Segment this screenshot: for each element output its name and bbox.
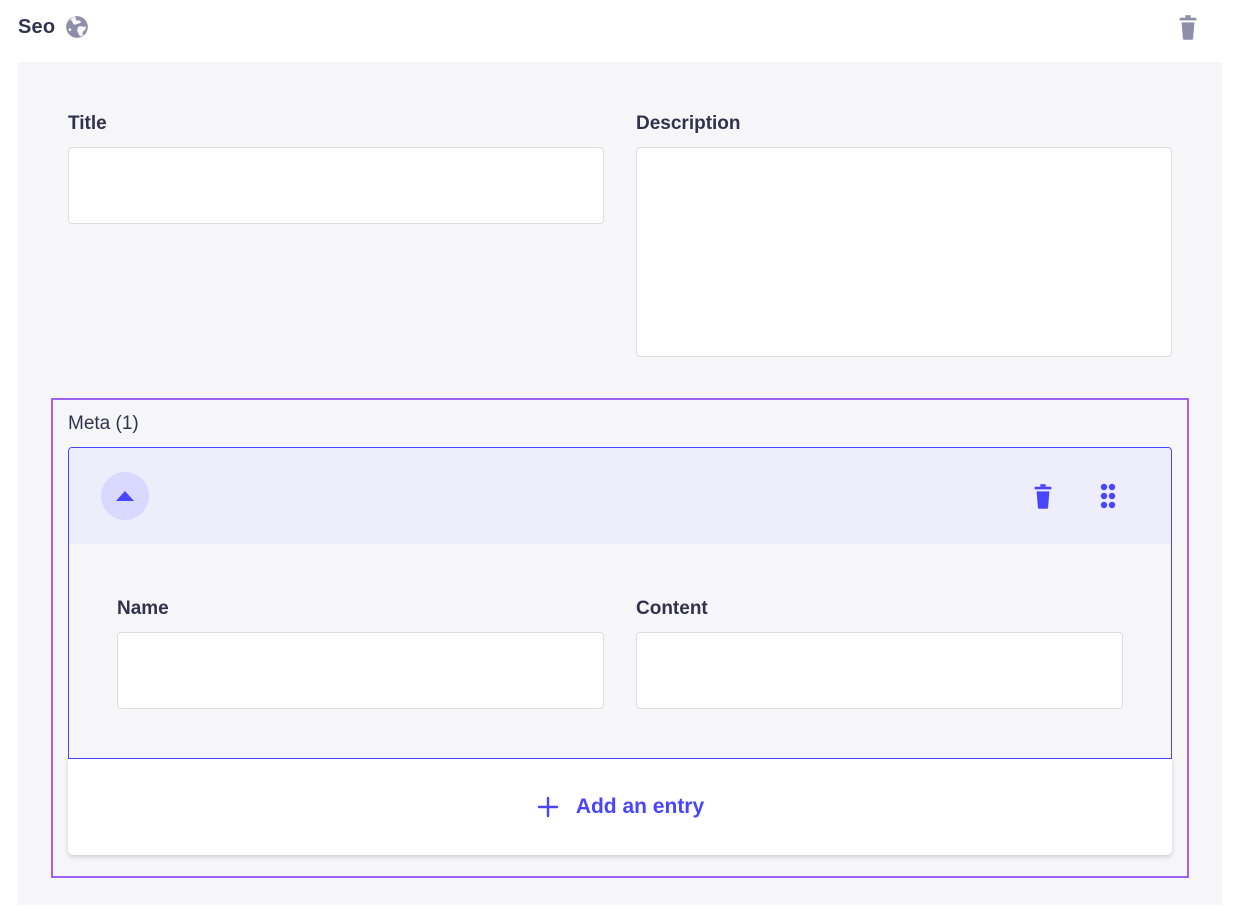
description-field: Description	[636, 112, 1172, 357]
collapse-entry-button[interactable]	[101, 472, 149, 520]
meta-entry-header[interactable]	[69, 448, 1171, 544]
meta-accordion-group: Name Content Add an en	[68, 447, 1172, 855]
drag-entry-handle[interactable]	[1097, 482, 1119, 510]
description-field-label: Description	[636, 113, 741, 134]
title-input[interactable]	[68, 147, 604, 224]
caret-up-icon	[115, 490, 135, 502]
component-title: Seo	[18, 15, 56, 38]
content-field-label: Content	[636, 598, 708, 619]
meta-entry-body: Name Content	[69, 544, 1171, 758]
drag-handle-icon	[1097, 483, 1119, 513]
meta-footer: Add an entry	[68, 759, 1172, 855]
plus-icon	[536, 795, 560, 819]
content-field: Content	[636, 597, 1123, 709]
delete-entry-button[interactable]	[1031, 483, 1055, 510]
component-header: Seo	[0, 0, 1240, 62]
name-input[interactable]	[117, 632, 604, 709]
seo-component-panel: Title Description Meta (1)	[18, 62, 1222, 905]
name-field-label: Name	[117, 598, 169, 619]
trash-icon	[1176, 15, 1200, 44]
globe-icon	[64, 14, 90, 40]
add-entry-label: Add an entry	[575, 795, 705, 818]
title-field: Title	[68, 112, 604, 224]
content-input[interactable]	[636, 632, 1123, 709]
meta-group-label: Meta (1)	[68, 413, 139, 434]
add-entry-button[interactable]: Add an entry	[536, 795, 704, 819]
title-field-label: Title	[68, 113, 107, 134]
trash-icon	[1031, 483, 1055, 513]
meta-repeatable-group: Meta (1)	[51, 398, 1189, 878]
meta-entry: Name Content	[68, 447, 1172, 759]
description-textarea[interactable]	[636, 147, 1172, 357]
name-field: Name	[117, 597, 604, 709]
delete-component-button[interactable]	[1176, 14, 1200, 41]
